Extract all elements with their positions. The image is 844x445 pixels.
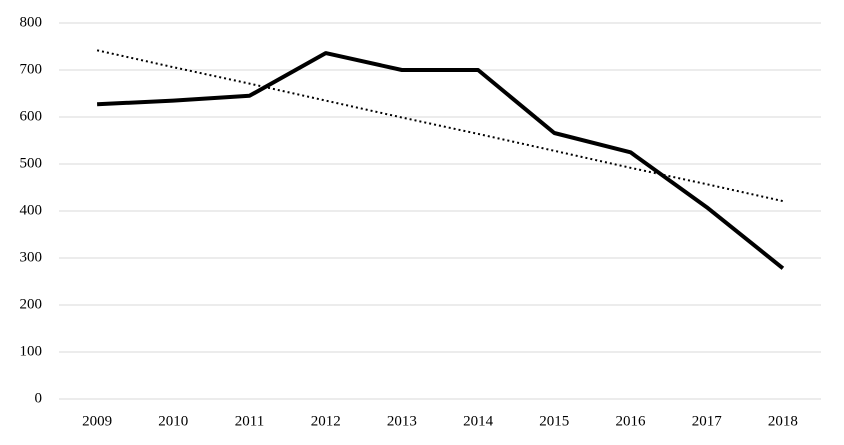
x-tick-label: 2017: [692, 413, 723, 429]
y-tick-label: 600: [20, 108, 43, 124]
y-tick-label: 500: [20, 155, 43, 171]
y-tick-label: 300: [20, 249, 43, 265]
y-tick-label: 800: [20, 14, 43, 30]
y-tick-label: 400: [20, 202, 43, 218]
y-tick-label: 100: [20, 343, 43, 359]
x-tick-label: 2009: [82, 413, 112, 429]
x-tick-label: 2016: [616, 413, 647, 429]
x-tick-label: 2018: [768, 413, 798, 429]
x-tick-label: 2010: [158, 413, 188, 429]
x-tick-label: 2012: [311, 413, 341, 429]
trend-line: [96, 49, 784, 203]
y-tick-label: 0: [35, 390, 43, 406]
x-tick-label: 2015: [539, 413, 569, 429]
x-tick-label: 2011: [235, 413, 264, 429]
y-tick-label: 200: [20, 296, 43, 312]
data-line: [97, 51, 785, 270]
y-tick-label: 700: [20, 61, 43, 77]
x-tick-label: 2013: [387, 413, 417, 429]
x-tick-label: 2014: [463, 413, 494, 429]
